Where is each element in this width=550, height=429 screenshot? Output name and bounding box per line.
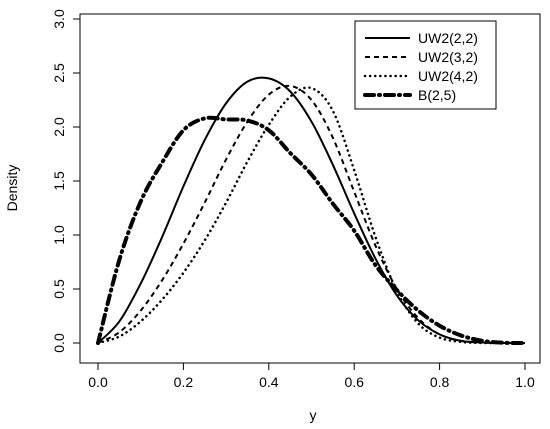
legend-label-2: UW2(3,2)	[418, 49, 478, 65]
legend-label-4: B(2,5)	[418, 87, 456, 103]
y-tick-label: 2.0	[51, 117, 67, 137]
x-axis-label: y	[310, 407, 317, 423]
y-tick-label: 1.5	[51, 171, 67, 191]
x-tick-label: 0.4	[259, 374, 279, 390]
x-tick-label: 0.0	[88, 374, 108, 390]
y-axis: 0.0 0.5 1.0 1.5 2.0 2.5 3.0	[51, 9, 81, 353]
y-tick-label: 2.5	[51, 63, 67, 83]
y-tick-label: 3.0	[51, 9, 67, 29]
x-axis: 0.0 0.2 0.4 0.6 0.8 1.0	[88, 362, 535, 390]
series-line-3	[96, 86, 527, 345]
legend-label-3: UW2(4,2)	[418, 68, 478, 84]
y-tick-label: 1.0	[51, 225, 67, 245]
legend-label-1: UW2(2,2)	[418, 30, 478, 46]
series-line-4	[96, 115, 527, 346]
y-axis-label: Density	[4, 165, 20, 212]
x-tick-label: 0.6	[344, 374, 364, 390]
x-tick-label: 0.8	[430, 374, 450, 390]
y-tick-label: 0.5	[51, 279, 67, 299]
x-tick-label: 0.2	[174, 374, 194, 390]
legend: UW2(2,2) UW2(3,2) UW2(4,2) B(2,5)	[354, 20, 497, 110]
series-line-2	[97, 84, 526, 345]
x-tick-label: 1.0	[515, 374, 535, 390]
series-line-1	[97, 76, 526, 345]
series-layer	[96, 76, 527, 346]
y-tick-label: 0.0	[51, 333, 67, 353]
